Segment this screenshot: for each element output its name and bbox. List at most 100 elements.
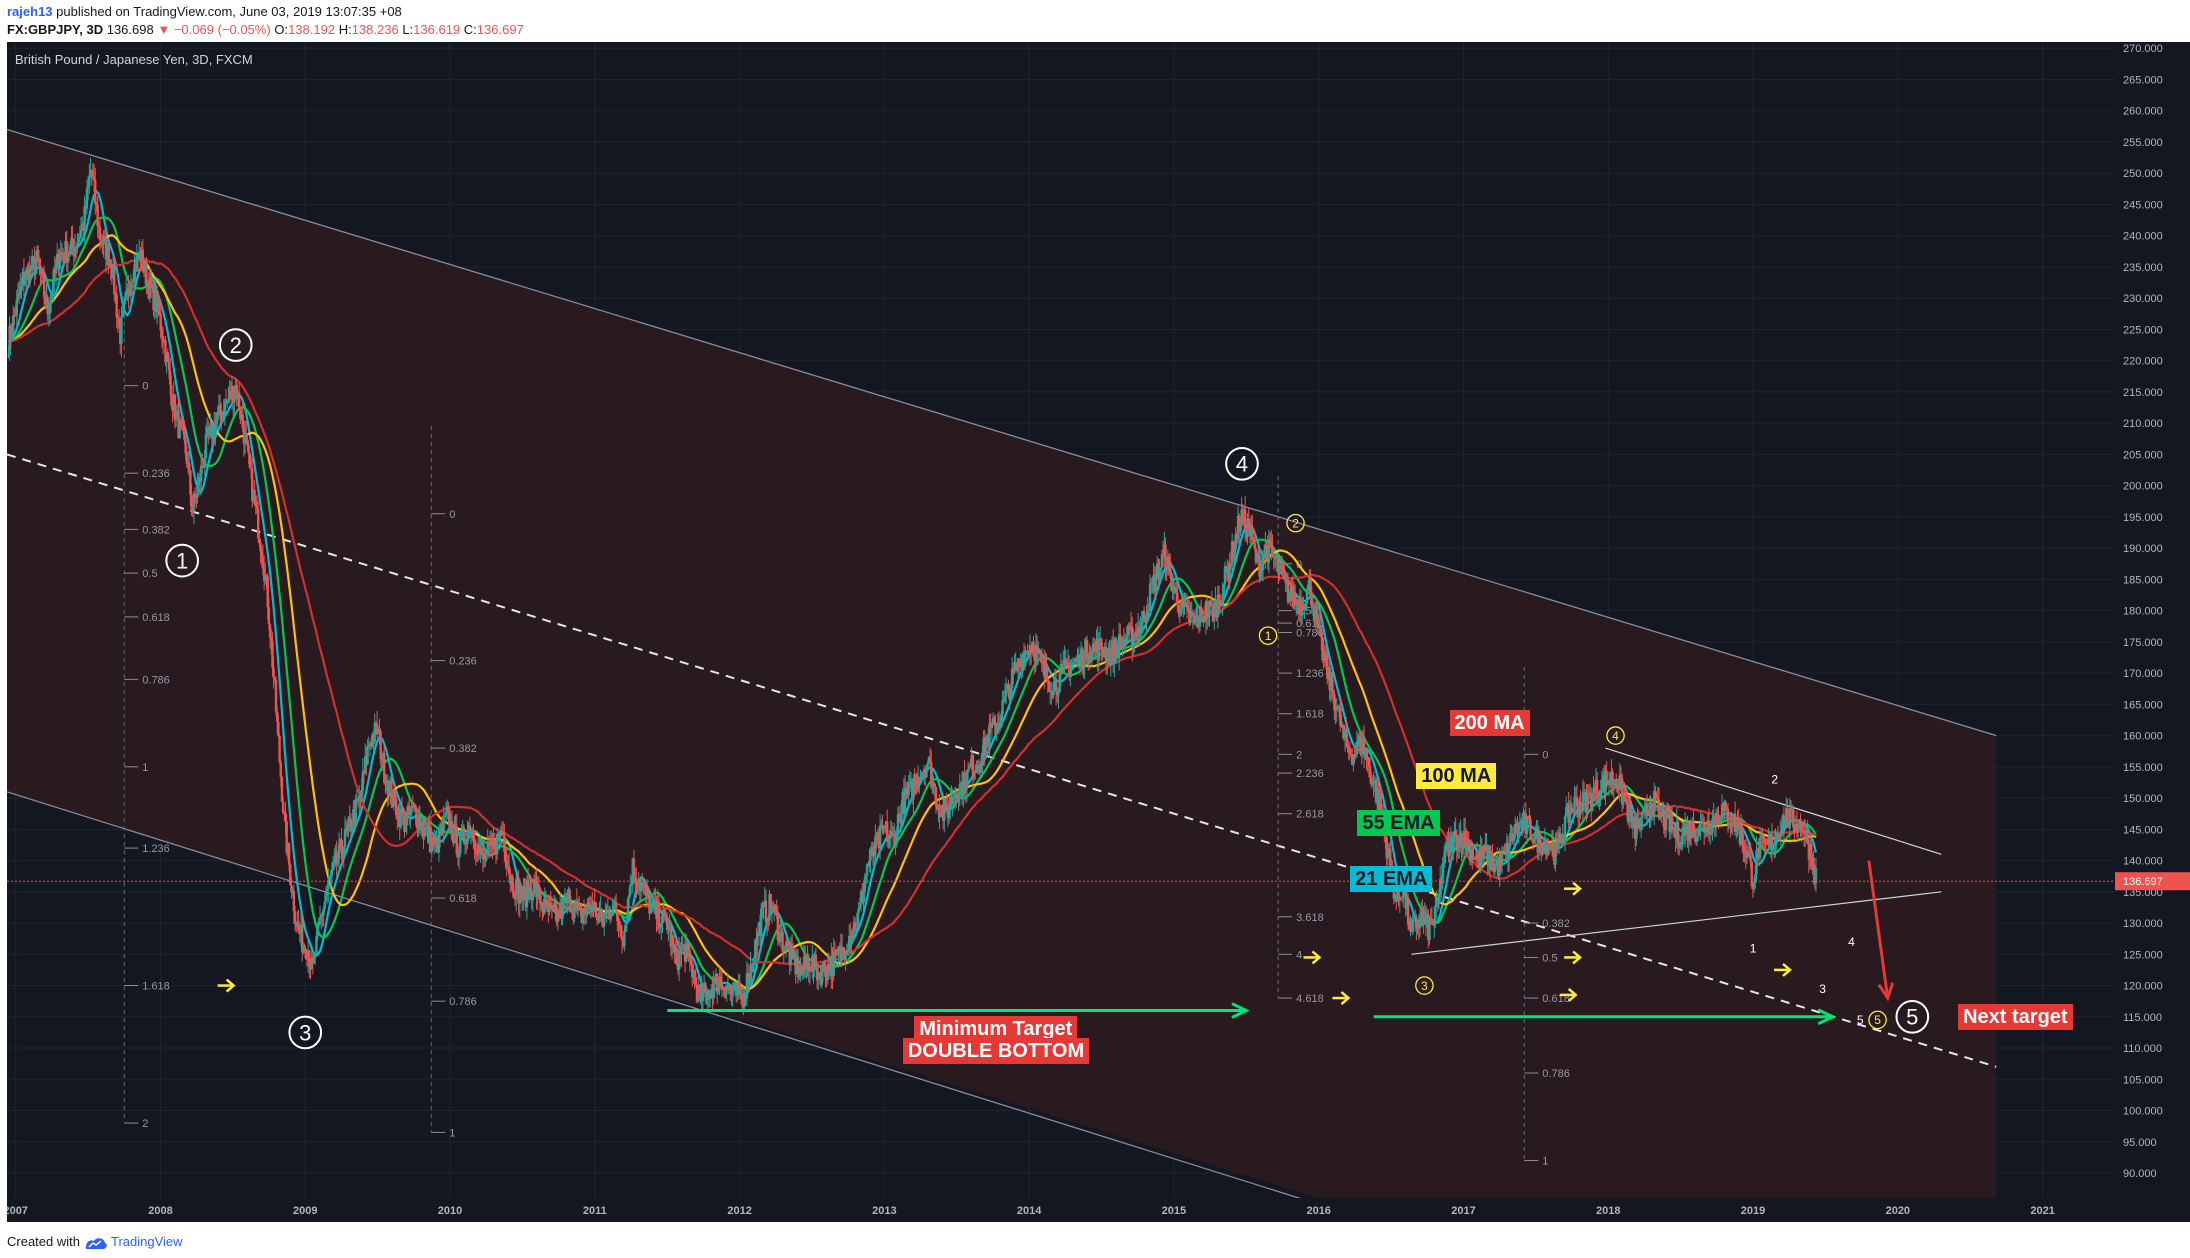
price-chart[interactable]: 0 0.236 0.382 0.5 0.618 0.786 1 1.236 1.618 2 0 0.2… bbox=[7, 42, 2115, 1198]
price-tick-label: 195.000 bbox=[2123, 512, 2163, 524]
candle-body bbox=[1443, 846, 1447, 863]
candle-body bbox=[1151, 582, 1154, 585]
candle-body bbox=[327, 880, 330, 890]
wave-circle bbox=[165, 543, 200, 578]
time-axis[interactable]: 2007 2008 2009 2010 2011 2012 2013 2014 2015 2016… bbox=[7, 1198, 2115, 1222]
candle-body bbox=[536, 884, 539, 898]
publish-info: published on TradingView.com, June 03, 2… bbox=[56, 4, 402, 19]
candle-body bbox=[1041, 661, 1045, 663]
wave-circle bbox=[1895, 999, 1930, 1034]
candle-body bbox=[1000, 713, 1003, 724]
candle-body bbox=[1735, 828, 1738, 833]
candle-body bbox=[1064, 659, 1067, 663]
candle-body bbox=[1629, 803, 1632, 811]
candle-body bbox=[1749, 855, 1752, 862]
candle-body bbox=[88, 176, 91, 186]
time-tick-label: 2020 bbox=[1886, 1205, 1910, 1217]
candle-body bbox=[623, 930, 626, 946]
ma-line-200-ma bbox=[8, 257, 1817, 967]
price-tick-label: 260.000 bbox=[2123, 106, 2163, 118]
candle-body bbox=[858, 902, 862, 909]
candle-body bbox=[1273, 555, 1277, 560]
candle-body bbox=[520, 900, 524, 902]
candle-body bbox=[1725, 807, 1728, 809]
candle-body bbox=[117, 318, 121, 326]
candle-body bbox=[1714, 812, 1718, 826]
time-tick-label: 2017 bbox=[1451, 1205, 1475, 1217]
candle-body bbox=[782, 949, 785, 952]
candle-body bbox=[1132, 641, 1135, 649]
candle-body bbox=[1754, 874, 1757, 882]
candle-body bbox=[1302, 603, 1305, 611]
time-tick-label: 2010 bbox=[438, 1205, 462, 1217]
high-label: H: bbox=[338, 22, 352, 37]
candle-body bbox=[971, 754, 975, 778]
candle-body bbox=[1512, 837, 1516, 842]
tradingview-brand[interactable]: TradingView bbox=[111, 1234, 183, 1249]
price-axis[interactable]: 90.000 95.000 100.000 105.000 110.000 115.000… bbox=[2115, 42, 2190, 1198]
candle-body bbox=[167, 362, 171, 371]
author-link[interactable]: rajeh13 bbox=[7, 4, 53, 19]
candle-body bbox=[1623, 794, 1626, 800]
candle-body bbox=[148, 277, 152, 299]
candle-body bbox=[399, 808, 403, 828]
candle-body bbox=[969, 766, 972, 768]
yellow-arrow-head-icon bbox=[1311, 950, 1322, 965]
candle-body bbox=[17, 294, 21, 296]
candle-body bbox=[1261, 556, 1265, 571]
candle-body bbox=[203, 457, 206, 468]
arrow-head-icon bbox=[1231, 1002, 1250, 1019]
candle-body bbox=[1493, 864, 1497, 873]
candle-body bbox=[97, 226, 101, 228]
candle-body bbox=[1199, 606, 1203, 610]
candle-body bbox=[1243, 509, 1247, 530]
candle-body bbox=[1611, 771, 1614, 786]
candle-body bbox=[871, 847, 875, 857]
candle-body bbox=[1692, 821, 1695, 831]
candle-body bbox=[708, 990, 712, 998]
candle-body bbox=[413, 804, 417, 811]
candle-body bbox=[447, 806, 450, 811]
candle-body bbox=[1463, 830, 1467, 842]
candle-body bbox=[460, 832, 463, 834]
candle-body bbox=[1580, 810, 1583, 812]
time-tick-label: 2008 bbox=[148, 1205, 172, 1217]
candle-body bbox=[886, 821, 889, 842]
wave-label: 5 bbox=[1857, 1013, 1864, 1027]
candle-body bbox=[468, 825, 472, 834]
chart-pane[interactable]: 0 0.236 0.382 0.5 0.618 0.786 1 1.236 1.618 2 0 0.2… bbox=[7, 42, 2115, 1198]
candle-body bbox=[377, 728, 380, 735]
candle-body bbox=[1090, 649, 1093, 661]
candle-body bbox=[83, 206, 86, 232]
candle-body bbox=[1604, 771, 1607, 793]
fib-level-label: 1.236 bbox=[142, 843, 170, 855]
wave-label: 1 bbox=[1265, 629, 1272, 643]
candle-body bbox=[1001, 700, 1004, 714]
candle-body bbox=[1595, 779, 1599, 799]
candle-body bbox=[1158, 567, 1161, 580]
candle-body bbox=[247, 445, 250, 454]
candle-body bbox=[1169, 561, 1172, 573]
candle-body bbox=[1154, 573, 1158, 592]
candle-body bbox=[1349, 753, 1353, 756]
wave-circle bbox=[1868, 1010, 1887, 1030]
candle-body bbox=[1641, 811, 1644, 818]
candle-body bbox=[856, 912, 859, 928]
fib-level-label: 2.236 bbox=[1296, 768, 1324, 780]
candle-body bbox=[340, 839, 343, 853]
candle-body bbox=[907, 784, 910, 795]
candle-body bbox=[1750, 861, 1753, 886]
candle-body bbox=[680, 949, 683, 954]
candle-body bbox=[1812, 857, 1815, 872]
candle-body bbox=[920, 772, 923, 777]
price-tick-label: 155.000 bbox=[2123, 762, 2163, 774]
close-value: 136.697 bbox=[476, 22, 524, 37]
trend-arrow bbox=[1867, 860, 1890, 999]
candle-body bbox=[845, 952, 849, 955]
candle-body bbox=[246, 439, 249, 446]
candle-body bbox=[279, 762, 282, 777]
price-tick-label: 145.000 bbox=[2123, 824, 2163, 836]
candle-body bbox=[1702, 823, 1706, 833]
candle-body bbox=[1654, 790, 1657, 798]
candle-body bbox=[1085, 639, 1089, 660]
